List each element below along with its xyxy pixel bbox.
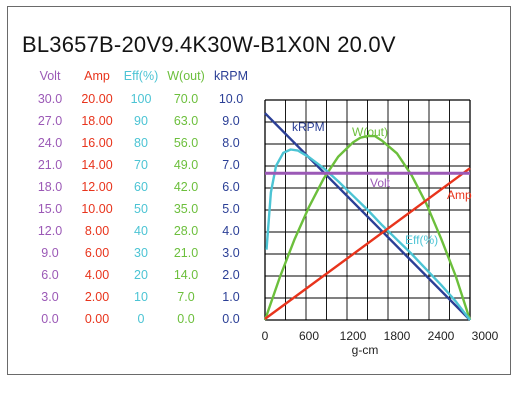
axis-tick-label: 90 [134, 114, 148, 128]
x-tick-label: 0 [262, 329, 269, 343]
axis-tick-label: 6.00 [84, 246, 110, 260]
axis-tick-label: 49.0 [173, 158, 199, 172]
axis-tick-label: 14.0 [173, 268, 199, 282]
axis-tick-label: 20.00 [81, 92, 113, 106]
axis-tick-label: 8.00 [84, 224, 110, 238]
axis-tick-label: 10.00 [81, 202, 113, 216]
axis-tick-label: 6.0 [41, 268, 59, 282]
series-line-eff [265, 148, 471, 321]
axis-tick-label: 14.00 [81, 158, 113, 172]
column-header-amp: Amp [84, 69, 110, 83]
axis-tick-label: 40 [134, 224, 148, 238]
series-line-amp [264, 167, 471, 320]
axis-tick-label: 21.0 [37, 158, 63, 172]
column-header-eff: Eff(%) [123, 69, 159, 83]
axis-tick-label: 10.0 [218, 92, 244, 106]
series-lines [263, 112, 472, 321]
axis-tick-label: 30 [134, 246, 148, 260]
axis-tick-label: 4.0 [222, 224, 240, 238]
x-tick-label: 600 [299, 329, 319, 343]
axis-tick-label: 27.0 [37, 114, 63, 128]
axis-tick-label: 9.0 [222, 114, 240, 128]
axis-tick-label: 3.0 [41, 290, 59, 304]
axis-tick-label: 10 [134, 290, 148, 304]
x-axis-label: g-cm [352, 343, 379, 357]
axis-tick-label: 12.00 [81, 180, 113, 194]
series-label-krpm: kRPM [292, 120, 325, 134]
axis-tick-label: 0.00 [84, 312, 110, 326]
axis-tick-label: 100 [130, 92, 152, 106]
x-tick-label: 3000 [472, 329, 499, 343]
x-tick-label: 2400 [428, 329, 455, 343]
axis-tick-label: 18.00 [81, 114, 113, 128]
axis-tick-label: 35.0 [173, 202, 199, 216]
axis-tick-label: 0 [137, 312, 145, 326]
axis-tick-label: 56.0 [173, 136, 199, 150]
axis-tick-label: 3.0 [222, 246, 240, 260]
axis-tick-label: 70 [134, 158, 148, 172]
axis-tick-label: 5.0 [222, 202, 240, 216]
axis-tick-label: 8.0 [222, 136, 240, 150]
axis-tick-label: 0.0 [222, 312, 240, 326]
axis-tick-label: 2.0 [222, 268, 240, 282]
axis-tick-label: 12.0 [37, 224, 63, 238]
axis-tick-label: 18.0 [37, 180, 63, 194]
series-label-volt: Volt [370, 176, 391, 190]
axis-tick-label: 50 [134, 202, 148, 216]
chart-title: BL3657B-20V9.4K30W-B1X0N 20.0V [22, 32, 396, 57]
axis-tick-label: 60 [134, 180, 148, 194]
column-header-volt: Volt [39, 69, 61, 83]
axis-tick-label: 28.0 [173, 224, 199, 238]
axis-tick-label: 80 [134, 136, 148, 150]
series-label-eff: Eff(%) [405, 233, 438, 247]
axis-tick-label: 70.0 [173, 92, 199, 106]
series-label-wout: W(out) [352, 125, 388, 139]
axis-tick-label: 30.0 [37, 92, 63, 106]
axis-tick-label: 21.0 [173, 246, 199, 260]
series-label-amp: Amp [447, 188, 472, 202]
axis-tick-label: 16.00 [81, 136, 113, 150]
column-header-krpm: kRPM [213, 69, 249, 83]
chart-frame [7, 6, 511, 375]
axis-tick-label: 15.0 [37, 202, 63, 216]
column-header-wout: W(out) [167, 69, 205, 83]
axis-tick-label: 9.0 [41, 246, 59, 260]
axis-tick-label: 42.0 [173, 180, 199, 194]
axis-tick-label: 0.0 [177, 312, 195, 326]
series-line-wout [263, 134, 472, 321]
axis-tick-label: 24.0 [37, 136, 63, 150]
axis-tick-label: 0.0 [41, 312, 59, 326]
axis-tick-label: 63.0 [173, 114, 199, 128]
axis-tick-label: 6.0 [222, 180, 240, 194]
series-labels: kRPM W(out) Eff(%) Amp Volt [292, 120, 472, 247]
x-tick-label: 1200 [340, 329, 367, 343]
axis-tick-label: 4.00 [84, 268, 110, 282]
axis-tick-label: 7.0 [177, 290, 195, 304]
x-tick-label: 1800 [384, 329, 411, 343]
axis-tick-label: 2.00 [84, 290, 110, 304]
axis-tick-label: 20 [134, 268, 148, 282]
x-tick-labels: 0 600 1200 1800 2400 3000 [262, 329, 499, 343]
axis-tick-label: 7.0 [222, 158, 240, 172]
axis-tick-label: 1.0 [222, 290, 240, 304]
series-line-krpm [264, 112, 471, 321]
